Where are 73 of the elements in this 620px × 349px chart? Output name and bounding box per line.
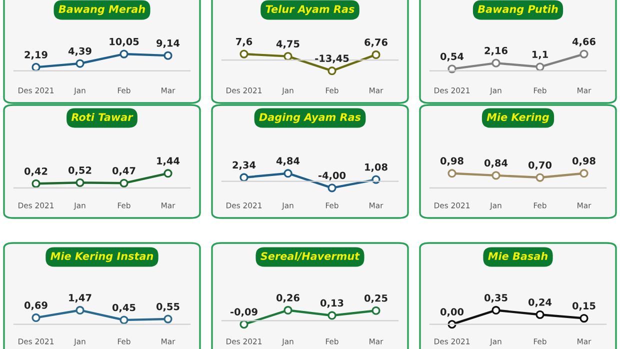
point [76,178,84,187]
data-label: 0,47 [112,166,136,176]
data-label: 4,39 [68,47,92,56]
data-label: 1,1 [532,50,548,60]
chart-title: Mie Kering Instan [50,252,154,262]
point [536,62,544,72]
data-label: 1,08 [365,163,388,172]
data-label: 0,35 [484,294,508,303]
point [164,169,172,178]
point [536,310,544,319]
point [120,178,128,188]
chart-title: Roti Tawar [71,112,134,122]
point [492,58,500,68]
data-label: 0,25 [364,294,388,304]
point [284,169,292,178]
data-label: 0,00 [440,308,464,317]
point [240,173,248,182]
point [284,52,292,61]
data-label: 7,6 [236,38,252,46]
data-label: 0,13 [320,299,344,308]
data-label: 1,44 [157,157,180,166]
data-label: 2,16 [484,46,508,56]
data-label: 0,69 [24,302,48,310]
data-label: 1,47 [69,294,92,303]
chart-title: Telur Ayam Ras [266,4,354,16]
point [580,314,588,323]
data-label: 0,45 [112,304,136,312]
chart-title: Sereal/Havermut [260,252,360,261]
data-label: 2,19 [24,51,48,60]
point [32,313,40,322]
chart-title: Bawang Merah [58,4,145,16]
point [372,306,380,315]
point [284,306,292,315]
chart-title: Mie Kering [486,112,550,124]
point [32,179,40,188]
point [492,306,500,315]
point [164,314,172,324]
data-label: 0,70 [528,161,552,170]
data-label: -13,45 [315,54,349,64]
point [164,51,172,60]
point [580,50,588,58]
data-label: 0,42 [24,167,48,176]
data-label: 0,26 [276,294,300,303]
data-label: -4,00 [318,172,346,180]
data-label: 4,66 [572,38,596,46]
data-label: 4,75 [276,40,300,49]
point [240,50,248,58]
data-label: 0,24 [528,298,552,308]
data-label: 0,98 [440,157,464,166]
chart-title: Mie Basah [488,252,548,260]
data-label: 4,84 [276,157,300,166]
data-label: 0,52 [68,166,92,176]
point [328,311,336,320]
point [76,59,84,68]
data-label: 0,84 [484,159,508,168]
point [328,66,336,76]
data-label: 0,55 [156,302,180,312]
data-label: 2,34 [232,161,256,170]
data-label: 0,54 [440,52,464,62]
data-label: -0,09 [230,308,258,317]
data-label: 0,15 [572,302,596,311]
data-label: 0,98 [572,157,596,166]
point [76,306,84,315]
point [328,184,336,192]
chart-title: Bawang Putih [478,4,558,16]
data-label: 10,05 [110,38,139,46]
point [120,50,128,58]
chart-title: Daging Ayam Ras [259,112,361,124]
point [32,62,40,72]
point [120,316,128,324]
data-label: 6,76 [364,38,388,48]
point [372,50,380,60]
data-label: 9,14 [156,39,180,48]
